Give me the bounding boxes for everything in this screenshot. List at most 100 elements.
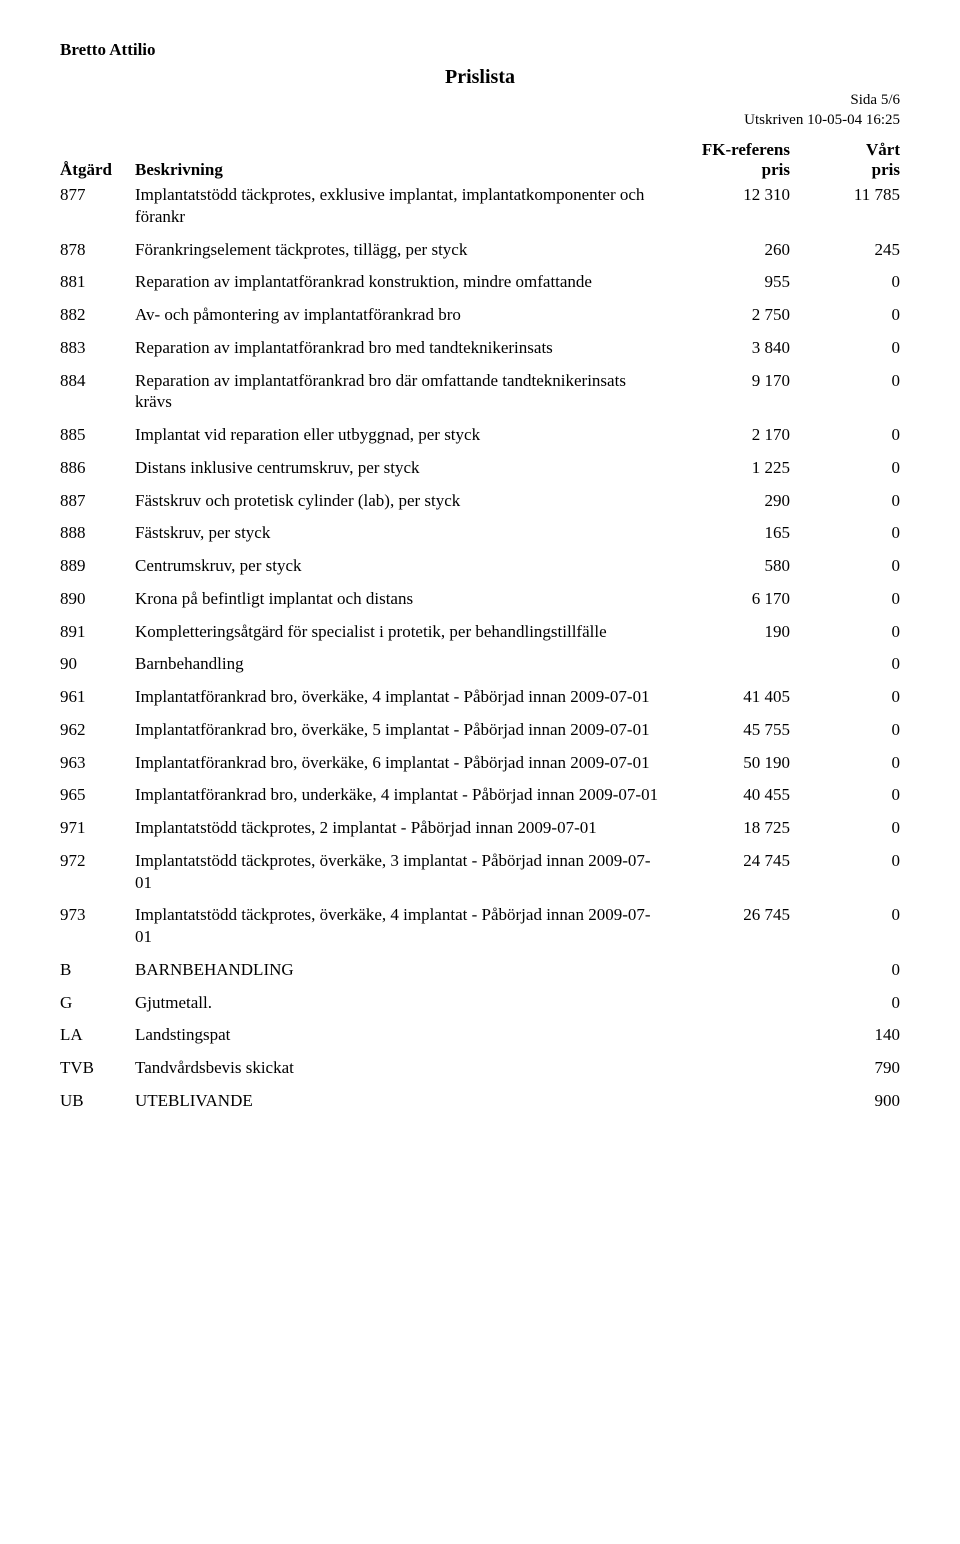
cell-code: 972 [60, 850, 135, 872]
cell-price: 11 785 [790, 184, 900, 206]
table-row: 963Implantatförankrad bro, överkäke, 6 i… [60, 752, 900, 774]
cell-desc: Centrumskruv, per styck [135, 555, 670, 577]
cell-price: 0 [790, 959, 900, 981]
cell-desc: Landstingspat [135, 1024, 670, 1046]
table-row: 888Fästskruv, per styck1650 [60, 522, 900, 544]
cell-ref: 260 [670, 239, 790, 261]
table-row: 891Kompletteringsåtgärd för specialist i… [60, 621, 900, 643]
cell-code: G [60, 992, 135, 1014]
printed-timestamp: Utskriven 10-05-04 16:25 [60, 111, 900, 131]
document-title: Prislista [60, 66, 900, 89]
cell-code: TVB [60, 1057, 135, 1079]
table-row: 890Krona på befintligt implantat och dis… [60, 588, 900, 610]
cell-desc: Distans inklusive centrumskruv, per styc… [135, 457, 670, 479]
cell-desc: Implantatförankrad bro, underkäke, 4 imp… [135, 784, 670, 806]
cell-code: 891 [60, 621, 135, 643]
cell-ref: 12 310 [670, 184, 790, 206]
cell-desc: Förankringselement täckprotes, tillägg, … [135, 239, 670, 261]
table-row: 971Implantatstödd täckprotes, 2 implanta… [60, 817, 900, 839]
table-row: 877Implantatstödd täckprotes, exklusive … [60, 184, 900, 228]
cell-desc: Implantatförankrad bro, överkäke, 5 impl… [135, 719, 670, 741]
cell-code: 884 [60, 370, 135, 392]
col-header-ref-line1: FK-referens [670, 140, 790, 160]
cell-code: 890 [60, 588, 135, 610]
cell-price: 0 [790, 271, 900, 293]
cell-desc: Implantatförankrad bro, överkäke, 6 impl… [135, 752, 670, 774]
cell-ref: 3 840 [670, 337, 790, 359]
col-header-desc: Beskrivning [135, 160, 670, 180]
cell-desc: Reparation av implantatförankrad bro med… [135, 337, 670, 359]
table-row: 889Centrumskruv, per styck5800 [60, 555, 900, 577]
table-row: 961Implantatförankrad bro, överkäke, 4 i… [60, 686, 900, 708]
cell-ref: 41 405 [670, 686, 790, 708]
cell-code: 885 [60, 424, 135, 446]
cell-desc: BARNBEHANDLING [135, 959, 670, 981]
cell-code: 887 [60, 490, 135, 512]
cell-price: 0 [790, 555, 900, 577]
cell-price: 900 [790, 1090, 900, 1112]
cell-ref: 1 225 [670, 457, 790, 479]
table-row: 882Av- och påmontering av implantatföran… [60, 304, 900, 326]
page-number: Sida 5/6 [60, 91, 900, 111]
table-row: 881Reparation av implantatförankrad kons… [60, 271, 900, 293]
cell-price: 0 [790, 304, 900, 326]
cell-ref: 190 [670, 621, 790, 643]
cell-code: UB [60, 1090, 135, 1112]
cell-desc: Reparation av implantatförankrad bro där… [135, 370, 670, 414]
table-row: 887Fästskruv och protetisk cylinder (lab… [60, 490, 900, 512]
col-header-ref-line2: pris [670, 160, 790, 180]
cell-ref: 50 190 [670, 752, 790, 774]
table-row: 885Implantat vid reparation eller utbygg… [60, 424, 900, 446]
table-row: 878Förankringselement täckprotes, tilläg… [60, 239, 900, 261]
cell-code: 90 [60, 653, 135, 675]
cell-code: 962 [60, 719, 135, 741]
table-header: Åtgärd Beskrivning FK-referens pris Vårt… [60, 140, 900, 180]
cell-price: 0 [790, 522, 900, 544]
cell-ref: 18 725 [670, 817, 790, 839]
cell-price: 0 [790, 850, 900, 872]
cell-ref: 40 455 [670, 784, 790, 806]
cell-price: 0 [790, 370, 900, 392]
cell-price: 790 [790, 1057, 900, 1079]
cell-desc: Implantatstödd täckprotes, 2 implantat -… [135, 817, 670, 839]
cell-code: 886 [60, 457, 135, 479]
cell-desc: Barnbehandling [135, 653, 670, 675]
cell-desc: Implantat vid reparation eller utbyggnad… [135, 424, 670, 446]
cell-ref: 2 170 [670, 424, 790, 446]
cell-desc: Implantatstödd täckprotes, överkäke, 3 i… [135, 850, 670, 894]
table-body: 877Implantatstödd täckprotes, exklusive … [60, 184, 900, 1112]
cell-code: 882 [60, 304, 135, 326]
cell-ref: 580 [670, 555, 790, 577]
cell-price: 0 [790, 686, 900, 708]
cell-code: 889 [60, 555, 135, 577]
cell-code: 881 [60, 271, 135, 293]
cell-code: 965 [60, 784, 135, 806]
col-header-price: Vårt pris [790, 140, 900, 180]
cell-price: 0 [790, 719, 900, 741]
cell-ref: 6 170 [670, 588, 790, 610]
cell-price: 0 [790, 752, 900, 774]
col-header-price-line1: Vårt [790, 140, 900, 160]
cell-code: 973 [60, 904, 135, 926]
cell-ref: 9 170 [670, 370, 790, 392]
cell-code: 878 [60, 239, 135, 261]
cell-desc: UTEBLIVANDE [135, 1090, 670, 1112]
table-row: 886Distans inklusive centrumskruv, per s… [60, 457, 900, 479]
col-header-price-line2: pris [790, 160, 900, 180]
cell-ref: 165 [670, 522, 790, 544]
cell-desc: Implantatstödd täckprotes, överkäke, 4 i… [135, 904, 670, 948]
table-row: GGjutmetall.0 [60, 992, 900, 1014]
cell-price: 0 [790, 588, 900, 610]
table-row: 884Reparation av implantatförankrad bro … [60, 370, 900, 414]
cell-code: 971 [60, 817, 135, 839]
page-meta: Sida 5/6 Utskriven 10-05-04 16:25 [60, 91, 900, 130]
cell-price: 140 [790, 1024, 900, 1046]
table-row: TVBTandvårdsbevis skickat790 [60, 1057, 900, 1079]
cell-desc: Implantatförankrad bro, överkäke, 4 impl… [135, 686, 670, 708]
cell-price: 0 [790, 904, 900, 926]
cell-desc: Krona på befintligt implantat och distan… [135, 588, 670, 610]
cell-price: 0 [790, 490, 900, 512]
cell-ref: 290 [670, 490, 790, 512]
cell-ref: 24 745 [670, 850, 790, 872]
cell-code: 877 [60, 184, 135, 206]
